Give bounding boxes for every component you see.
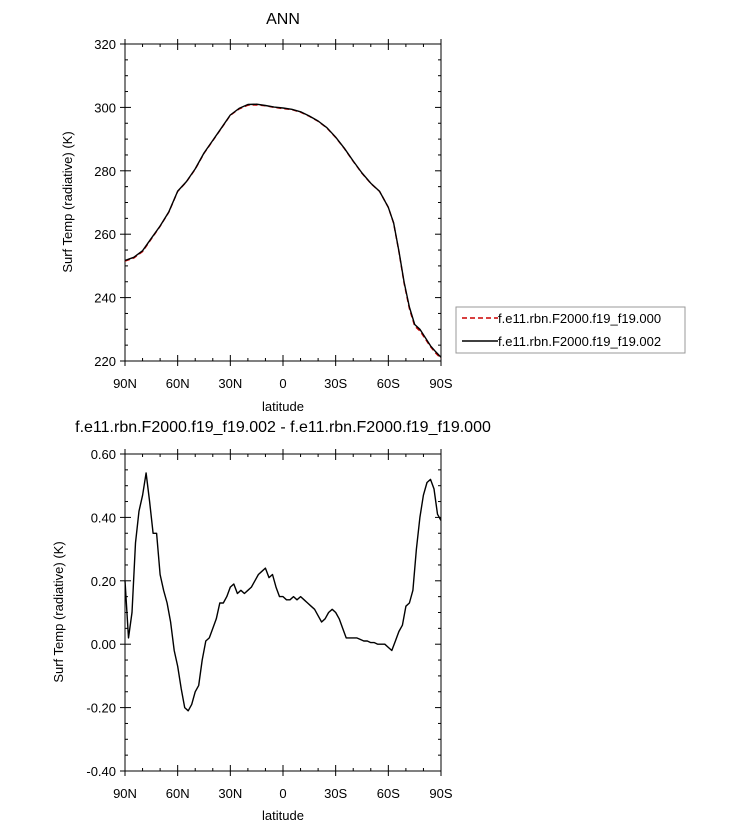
y-tick-label: 240 bbox=[94, 291, 116, 306]
y-axis-label: Surf Temp (radiative) (K) bbox=[51, 541, 66, 682]
legend-box bbox=[455, 306, 686, 354]
legend-label-1: f.e11.rbn.F2000.f19_f19.002 bbox=[498, 334, 661, 349]
x-tick-label: 30N bbox=[218, 786, 242, 801]
legend-label-0: f.e11.rbn.F2000.f19_f19.000 bbox=[498, 311, 661, 326]
y-tick-label: 0.60 bbox=[91, 447, 116, 462]
x-tick-label: 60S bbox=[377, 786, 400, 801]
legend: f.e11.rbn.F2000.f19_f19.000 f.e11.rbn.F2… bbox=[455, 306, 686, 354]
series-lines bbox=[124, 472, 442, 712]
x-tick-label: 30S bbox=[324, 786, 347, 801]
x-tick-labels: 90N 60N 30N 0 30S 60S 90S bbox=[113, 786, 453, 801]
series-line-0 bbox=[124, 104, 442, 359]
y-tick-labels: -0.40 -0.20 0.00 0.20 0.40 0.60 bbox=[86, 447, 116, 779]
x-axis-label: latitude bbox=[262, 399, 304, 414]
x-tick-label: 90S bbox=[429, 786, 452, 801]
x-tick-label: 60S bbox=[377, 376, 400, 391]
y-tick-label: -0.40 bbox=[86, 764, 116, 779]
y-tick-label: 300 bbox=[94, 100, 116, 115]
y-tick-label: 0.20 bbox=[91, 574, 116, 589]
y-tick-label: 260 bbox=[94, 227, 116, 242]
x-tick-label: 30N bbox=[218, 376, 242, 391]
panel-title: ANN bbox=[266, 11, 300, 28]
tick-marks bbox=[120, 39, 442, 366]
series-line-1 bbox=[124, 103, 442, 358]
y-tick-label: 0.40 bbox=[91, 510, 116, 525]
x-tick-label: 60N bbox=[166, 786, 190, 801]
x-tick-label: 0 bbox=[279, 376, 286, 391]
x-tick-label: 90N bbox=[113, 786, 137, 801]
y-tick-label: 0.00 bbox=[91, 637, 116, 652]
series-line-0 bbox=[124, 472, 442, 712]
y-tick-label: 280 bbox=[94, 164, 116, 179]
y-tick-label: -0.20 bbox=[86, 701, 116, 716]
y-axis-label: Surf Temp (radiative) (K) bbox=[60, 131, 75, 272]
y-tick-label: 220 bbox=[94, 354, 116, 369]
y-tick-label: 320 bbox=[94, 37, 116, 52]
series-lines bbox=[124, 103, 442, 359]
tick-marks bbox=[120, 449, 442, 776]
plot-frame bbox=[124, 453, 442, 772]
x-tick-labels: 90N 60N 30N 0 30S 60S 90S bbox=[113, 376, 453, 391]
x-tick-label: 90N bbox=[113, 376, 137, 391]
x-tick-label: 90S bbox=[429, 376, 452, 391]
x-tick-label: 0 bbox=[279, 786, 286, 801]
x-tick-label: 30S bbox=[324, 376, 347, 391]
panel-title: f.e11.rbn.F2000.f19_f19.002 - f.e11.rbn.… bbox=[75, 419, 491, 436]
difference-panel: f.e11.rbn.F2000.f19_f19.002 - f.e11.rbn.… bbox=[51, 419, 491, 823]
y-tick-labels: 220 240 260 280 300 320 bbox=[94, 37, 116, 369]
x-tick-label: 60N bbox=[166, 376, 190, 391]
x-axis-label: latitude bbox=[262, 808, 304, 823]
